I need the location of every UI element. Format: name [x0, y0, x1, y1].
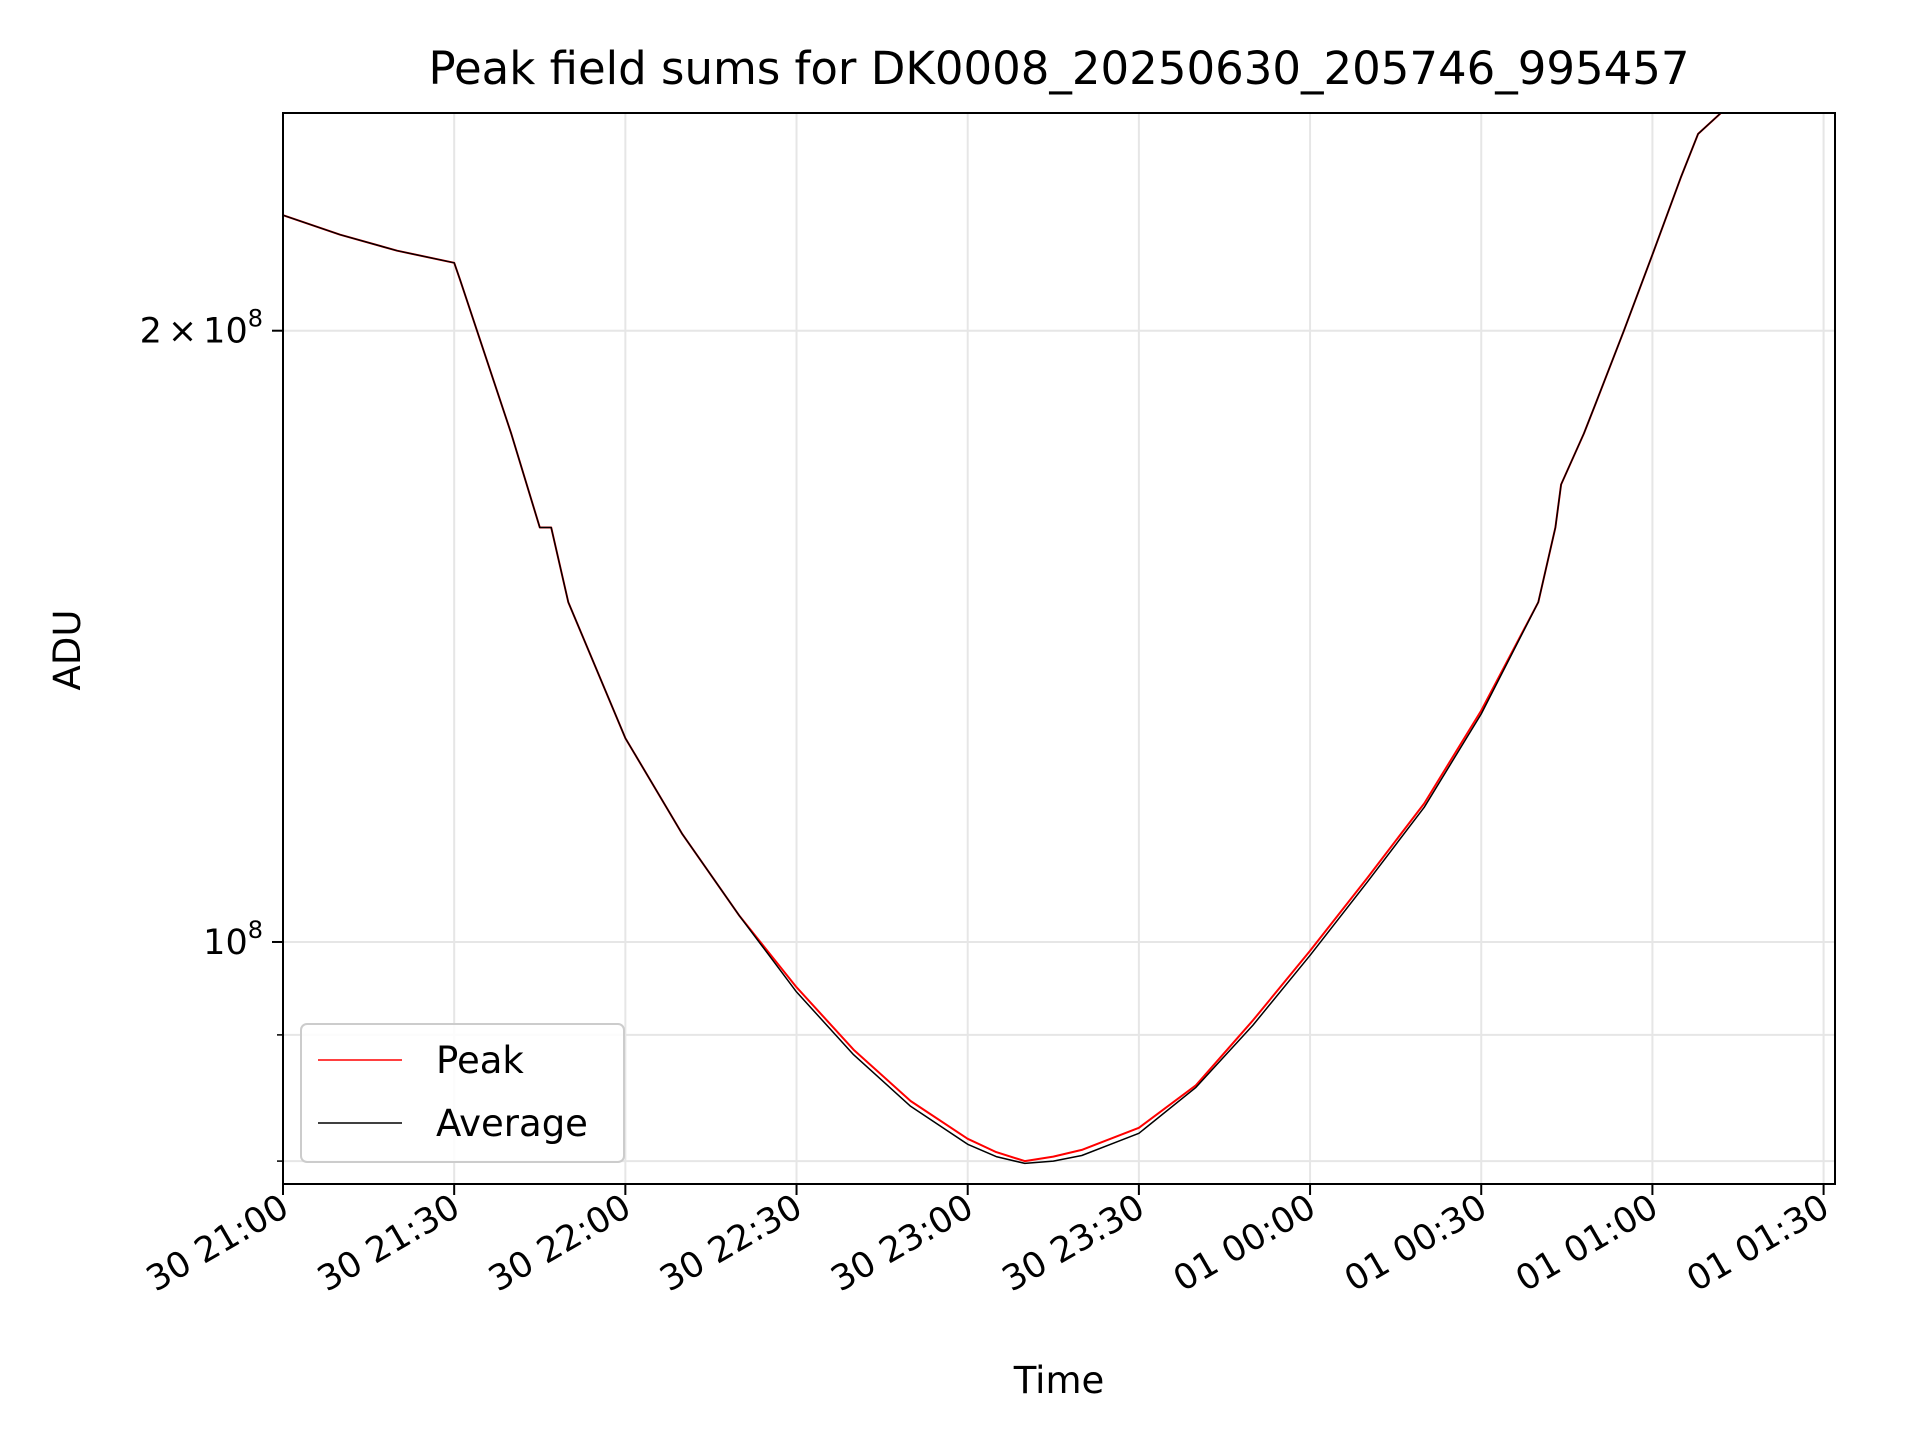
y-axis-label: ADU: [46, 610, 89, 691]
plot-frame: [282, 112, 1836, 1185]
y-tick-exponent: 8: [248, 916, 263, 944]
grid: [282, 113, 1835, 1184]
y-tick-label: 108: [203, 916, 263, 963]
legend-box: [300, 1023, 625, 1163]
y-tick-label: 2 × 108: [140, 305, 263, 352]
x-axis-label: Time: [1013, 1359, 1105, 1402]
legend-label-peak: Peak: [436, 1039, 524, 1082]
y-tick-exponent: 8: [248, 305, 263, 333]
chart-title: Peak field sums for DK0008_20250630_2057…: [428, 42, 1689, 95]
y-tick-base: 10: [203, 312, 248, 352]
y-tick-times: ×: [168, 312, 197, 352]
y-tick-base: 10: [203, 923, 248, 963]
series-line-average: [282, 112, 1738, 1165]
plot-series: [282, 112, 1738, 1165]
chart-legend: Peak Average: [300, 1023, 625, 1163]
y-tick-mantissa: 2: [140, 312, 162, 352]
legend-label-average: Average: [436, 1102, 588, 1145]
